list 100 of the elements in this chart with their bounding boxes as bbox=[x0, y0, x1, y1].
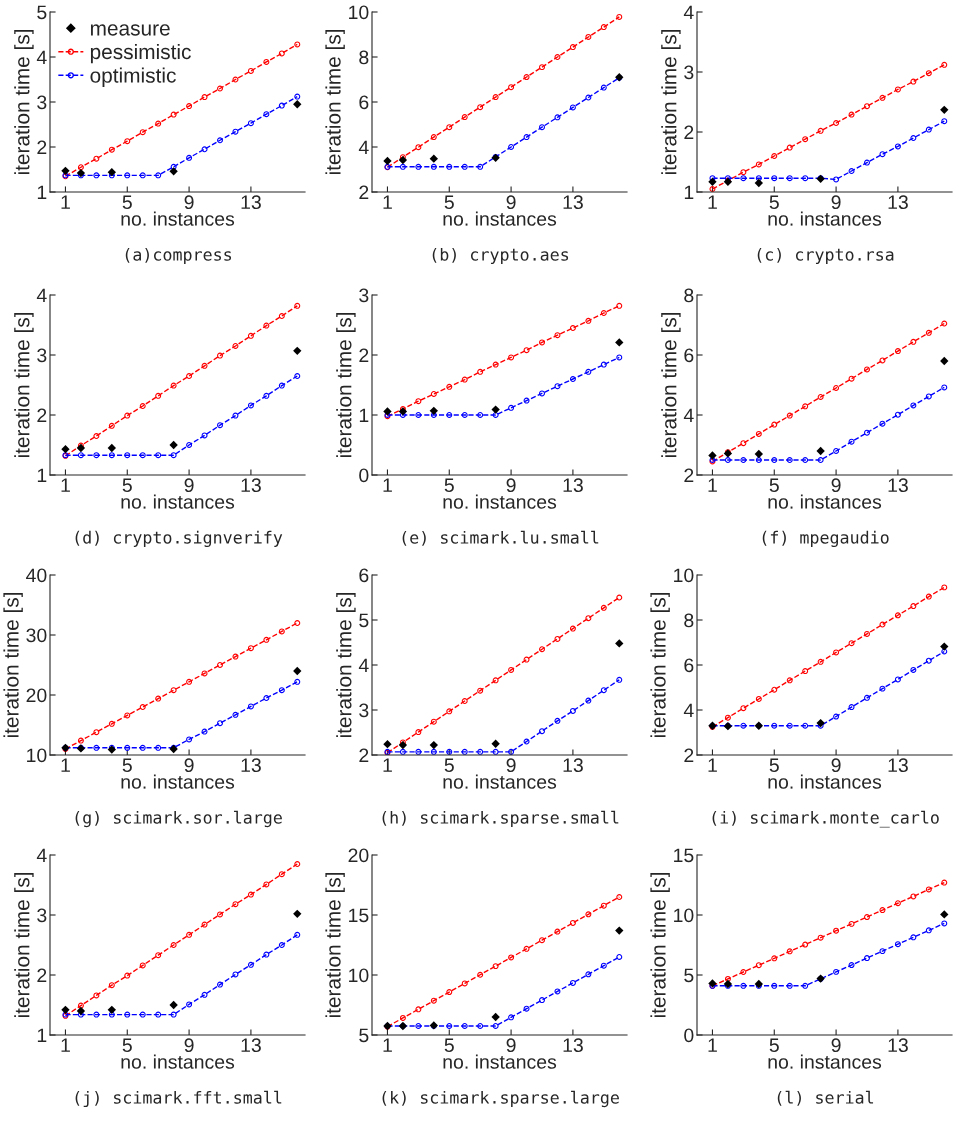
text: (i) scimark.monte_carlo bbox=[712, 810, 939, 828]
x-tick-label: 5 bbox=[769, 758, 779, 773]
x-tick-label: 13 bbox=[888, 1038, 908, 1053]
x-tick-label: 1 bbox=[708, 1038, 717, 1052]
y-tick-label: 2 bbox=[359, 348, 369, 363]
x-axis-title: no. instances bbox=[768, 774, 882, 789]
y-tick-label: 8 bbox=[684, 288, 694, 303]
y-tick-label: 2 bbox=[37, 140, 47, 155]
y-tick-label: 1 bbox=[359, 408, 369, 423]
y-tick-label: 2 bbox=[684, 748, 694, 763]
y-axis-title: iteration time [s] bbox=[325, 29, 345, 175]
text: (k) scimark.sparse.large bbox=[382, 1090, 619, 1108]
x-tick-label: 13 bbox=[888, 478, 908, 493]
x-tick-label: 13 bbox=[241, 1038, 261, 1053]
x-tick-label: 9 bbox=[831, 195, 841, 210]
x-tick-label: 13 bbox=[563, 758, 583, 773]
y-tick-label: 10 bbox=[674, 568, 694, 583]
x-tick-label: 1 bbox=[708, 195, 717, 209]
x-axis-title: no. instances bbox=[121, 211, 235, 226]
y-tick-label: 2 bbox=[684, 468, 694, 483]
y-tick-label: 2 bbox=[684, 125, 694, 140]
y-tick-label: 4 bbox=[358, 658, 369, 673]
x-axis-title: no. instances bbox=[768, 494, 882, 509]
x-tick-label: 1 bbox=[61, 758, 70, 772]
y-tick-label: 3 bbox=[359, 703, 369, 718]
x-axis-title: no. instances bbox=[443, 774, 557, 789]
x-axis-title: no. instances bbox=[443, 1054, 557, 1069]
x-tick-label: 1 bbox=[383, 758, 392, 772]
x-tick-label: 13 bbox=[241, 478, 261, 493]
x-tick-label: 13 bbox=[888, 195, 908, 210]
y-tick-label: 4 bbox=[683, 5, 694, 20]
x-tick-label: 9 bbox=[506, 478, 516, 493]
y-tick-label: 10 bbox=[349, 968, 369, 983]
x-axis-title: no. instances bbox=[443, 494, 557, 509]
y-tick-label: 4 bbox=[358, 140, 369, 155]
x-tick-label: 13 bbox=[563, 478, 583, 493]
y-tick-label: 10 bbox=[349, 5, 369, 20]
y-axis-title: iteration time [s] bbox=[661, 312, 681, 458]
y-axis-title: iteration time [s] bbox=[14, 312, 34, 458]
y-tick-label: 2 bbox=[359, 748, 369, 763]
y-tick-label: 2 bbox=[37, 408, 47, 423]
legend-label: pessimistic bbox=[90, 43, 191, 64]
y-axis-title: iteration time [s] bbox=[325, 872, 345, 1018]
y-tick-label: 3 bbox=[37, 95, 47, 110]
x-tick-label: 5 bbox=[122, 758, 132, 773]
text: (c) crypto.rsa bbox=[757, 247, 894, 265]
y-tick-label: 0 bbox=[684, 1028, 694, 1043]
y-tick-label: 10 bbox=[27, 748, 47, 763]
x-axis-title: no. instances bbox=[768, 211, 882, 226]
x-tick-label: 9 bbox=[831, 1038, 841, 1053]
y-tick-label: 3 bbox=[37, 348, 47, 363]
y-tick-label: 20 bbox=[26, 688, 47, 703]
y-tick-label: 2 bbox=[359, 185, 369, 200]
x-tick-label: 5 bbox=[444, 1038, 454, 1053]
x-tick-label: 5 bbox=[444, 758, 454, 773]
x-tick-label: 13 bbox=[563, 1038, 583, 1053]
text: (b) crypto.aes bbox=[432, 247, 569, 265]
x-tick-label: 13 bbox=[888, 758, 908, 773]
x-tick-label: 5 bbox=[122, 195, 132, 210]
y-tick-label: 10 bbox=[674, 908, 694, 923]
y-tick-label: 6 bbox=[359, 95, 369, 110]
y-tick-label: 6 bbox=[684, 348, 694, 363]
y-tick-label: 40 bbox=[26, 568, 47, 583]
y-tick-label: 5 bbox=[37, 5, 47, 20]
x-axis-title: no. instances bbox=[443, 211, 557, 226]
x-axis-title: no. instances bbox=[121, 1054, 235, 1069]
y-tick-label: 2 bbox=[37, 968, 47, 983]
x-tick-label: 13 bbox=[241, 195, 261, 210]
x-axis-title: no. instances bbox=[121, 774, 235, 789]
x-tick-label: 1 bbox=[61, 1038, 70, 1052]
x-tick-label: 9 bbox=[506, 758, 516, 773]
x-tick-label: 1 bbox=[708, 478, 717, 492]
text: (e) scimark.lu.small bbox=[402, 530, 599, 546]
text: (a)compress bbox=[125, 247, 232, 265]
y-axis-title: iteration time [s] bbox=[650, 592, 670, 738]
x-tick-label: 1 bbox=[61, 478, 70, 492]
text: (h) scimark.sparse.small bbox=[382, 810, 619, 828]
legend-label: optimistic bbox=[90, 67, 176, 87]
y-tick-label: 4 bbox=[36, 50, 47, 65]
y-tick-label: 4 bbox=[683, 703, 694, 718]
x-tick-label: 9 bbox=[831, 478, 841, 493]
x-tick-label: 5 bbox=[769, 478, 779, 493]
x-tick-label: 1 bbox=[383, 1038, 392, 1052]
legend-label: measure bbox=[90, 24, 170, 36]
text: (j) scimark.fft.small bbox=[75, 1090, 282, 1108]
y-tick-label: 5 bbox=[684, 968, 694, 983]
x-tick-label: 5 bbox=[122, 1038, 132, 1053]
x-tick-label: 13 bbox=[241, 758, 261, 773]
y-tick-label: 6 bbox=[359, 568, 369, 583]
x-axis-title: no. instances bbox=[768, 1054, 882, 1069]
y-tick-label: 15 bbox=[674, 848, 694, 863]
x-axis-title: no. instances bbox=[121, 494, 235, 509]
x-tick-label: 9 bbox=[831, 758, 841, 773]
x-tick-label: 1 bbox=[61, 195, 70, 209]
y-tick-label: 4 bbox=[36, 848, 47, 863]
y-axis-title: iteration time [s] bbox=[14, 872, 34, 1018]
text: (d) crypto.signverify bbox=[75, 530, 283, 548]
y-tick-label: 3 bbox=[684, 65, 694, 80]
x-tick-label: 9 bbox=[184, 195, 194, 210]
x-tick-label: 5 bbox=[444, 478, 454, 493]
